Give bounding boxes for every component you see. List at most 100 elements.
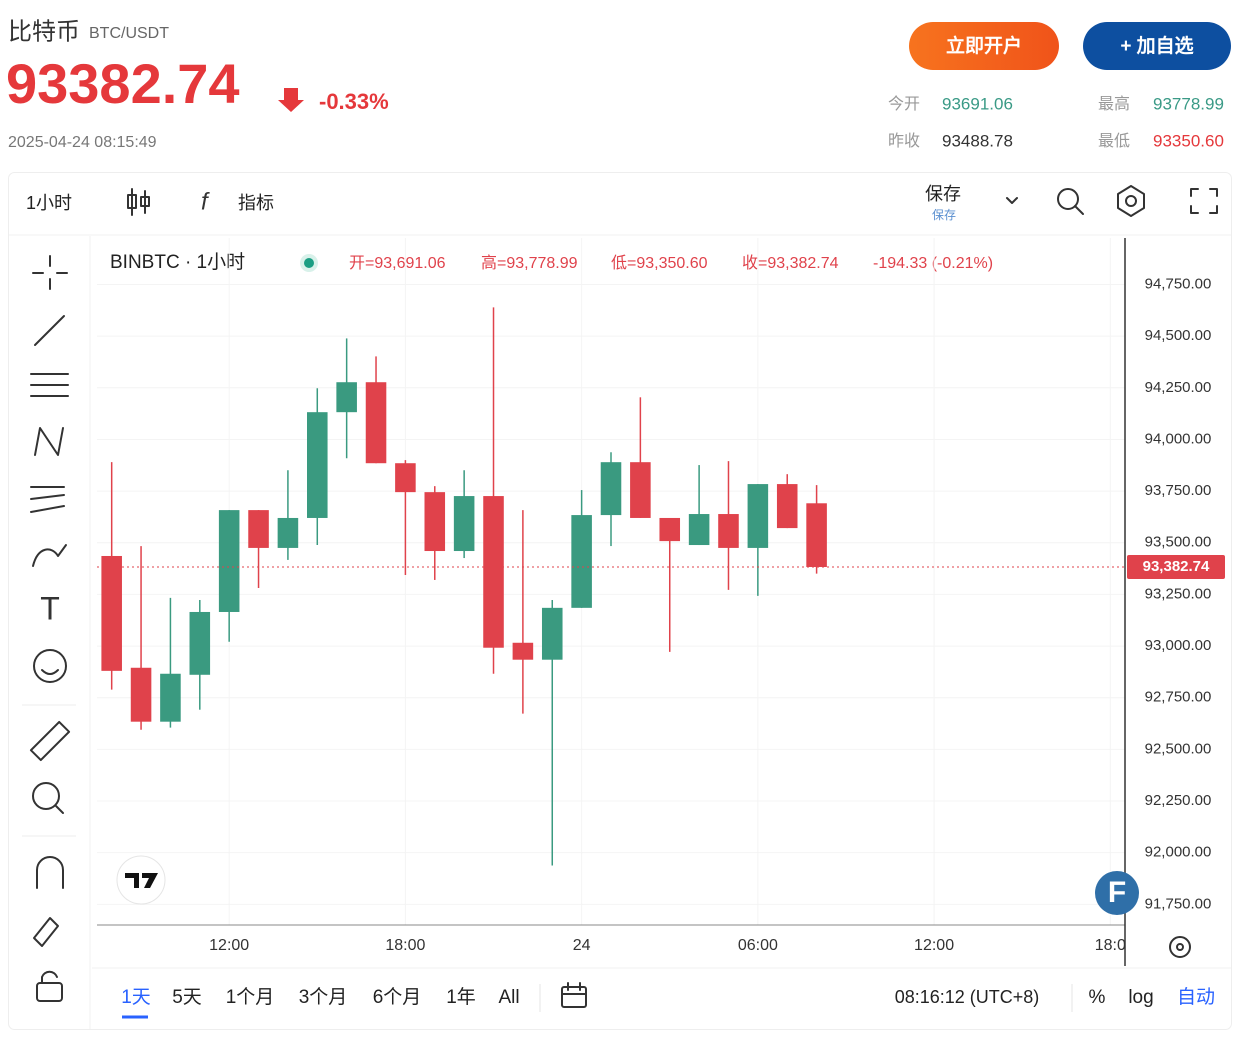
auto-toggle[interactable]: 自动 bbox=[1177, 986, 1215, 1008]
y-tick-label: 94,750.00 bbox=[1145, 275, 1212, 292]
change: -0.33% bbox=[319, 89, 389, 114]
percent-toggle[interactable]: % bbox=[1089, 987, 1106, 1008]
svg-text:T: T bbox=[40, 590, 60, 626]
candle-body bbox=[189, 611, 211, 675]
legend-low: 低=93,350.60 bbox=[611, 254, 708, 272]
stat-label: 今开 bbox=[888, 95, 920, 113]
candle-icon[interactable] bbox=[127, 188, 150, 216]
legend-close: 收=93,382.74 bbox=[742, 254, 839, 272]
candle-body bbox=[659, 517, 681, 542]
clock: 08:16:12 (UTC+8) bbox=[895, 987, 1040, 1007]
stat-value: 93488.78 bbox=[942, 131, 1013, 150]
legend-change: -194.33 (-0.21%) bbox=[873, 255, 993, 272]
range-button[interactable]: 1年 bbox=[446, 986, 476, 1008]
y-tick-label: 93,250.00 bbox=[1145, 585, 1212, 602]
badge bbox=[1095, 871, 1139, 915]
indicators[interactable]: 指标 bbox=[238, 193, 274, 213]
candle-body bbox=[160, 673, 181, 722]
fullscreen-icon[interactable] bbox=[1190, 188, 1218, 214]
coin-name: 比特币 bbox=[8, 18, 80, 45]
stat-label: 最低 bbox=[1098, 132, 1130, 150]
legend-high: 高=93,778.99 bbox=[481, 254, 578, 272]
candle-body bbox=[747, 484, 769, 548]
y-tick-label: 93,750.00 bbox=[1145, 482, 1212, 499]
y-tick-label: 93,500.00 bbox=[1145, 534, 1212, 551]
alert-icon[interactable] bbox=[1057, 188, 1084, 215]
range-button[interactable]: 6个月 bbox=[373, 986, 422, 1008]
stat-value: 93778.99 bbox=[1153, 94, 1224, 113]
candle-body bbox=[277, 517, 299, 548]
stat-value: 93350.60 bbox=[1153, 131, 1224, 150]
watch-label[interactable]: + 加自选 bbox=[1120, 34, 1193, 57]
tv-logo-mark bbox=[125, 873, 158, 888]
candle-body bbox=[395, 463, 416, 493]
candle-body bbox=[248, 510, 269, 548]
x-tick-label: 06:00 bbox=[738, 937, 778, 954]
y-tick-label: 92,250.00 bbox=[1145, 792, 1212, 809]
open-account-button[interactable] bbox=[909, 22, 1059, 70]
x-tick-label: 18:00 bbox=[385, 937, 425, 954]
range-button[interactable]: 1个月 bbox=[226, 986, 275, 1008]
range-button[interactable]: 5天 bbox=[172, 987, 202, 1008]
badge-text: F bbox=[1108, 876, 1126, 909]
down-arrow bbox=[278, 88, 304, 112]
drawing-tools[interactable]: T bbox=[29, 255, 71, 1002]
pair: BTC/USDT bbox=[89, 25, 169, 42]
candle-body bbox=[101, 555, 122, 671]
candle-body bbox=[512, 642, 534, 660]
y-tick-label: 93,000.00 bbox=[1145, 637, 1212, 654]
candle-body bbox=[600, 462, 622, 516]
x-tick-label: 12:00 bbox=[209, 937, 249, 954]
y-tick-label: 92,750.00 bbox=[1145, 689, 1212, 706]
price: 93382.74 bbox=[6, 52, 240, 115]
y-tick-label: 94,000.00 bbox=[1145, 430, 1212, 447]
stat-label: 昨收 bbox=[888, 132, 920, 150]
candle-body bbox=[130, 667, 152, 722]
range-button[interactable]: 3个月 bbox=[299, 986, 348, 1008]
candle-body bbox=[571, 515, 592, 608]
plot bbox=[97, 238, 1125, 925]
x-tick-label: 24 bbox=[573, 937, 591, 954]
candle-body bbox=[336, 382, 357, 413]
y-tick-label: 94,500.00 bbox=[1145, 327, 1212, 344]
range-button[interactable]: 1天 bbox=[121, 987, 151, 1008]
stat-value: 93691.06 bbox=[942, 94, 1013, 113]
x-tick-label: 18:0 bbox=[1095, 937, 1126, 954]
chevron[interactable] bbox=[1006, 197, 1018, 204]
stat-label: 最高 bbox=[1098, 95, 1130, 113]
candle-body bbox=[453, 496, 475, 552]
candle-body bbox=[806, 503, 827, 567]
candle-body bbox=[483, 496, 504, 648]
calendar-icon[interactable] bbox=[561, 982, 587, 1008]
fx-icon[interactable]: f bbox=[201, 188, 210, 215]
save-sub: 保存 bbox=[932, 208, 956, 222]
candle-body bbox=[365, 382, 387, 464]
candle-body bbox=[424, 492, 446, 552]
x-tick-label: 12:00 bbox=[914, 937, 954, 954]
watch-button[interactable] bbox=[1083, 22, 1231, 70]
last-price-label: 93,382.74 bbox=[1143, 558, 1210, 575]
save[interactable]: 保存 bbox=[925, 184, 961, 204]
legend-open: 开=93,691.06 bbox=[349, 255, 446, 272]
y-tick-label: 92,000.00 bbox=[1145, 844, 1212, 861]
last-price-tag bbox=[1127, 554, 1225, 579]
log-toggle[interactable]: log bbox=[1128, 987, 1153, 1008]
range-button[interactable]: All bbox=[498, 987, 519, 1008]
candle-body bbox=[688, 514, 710, 546]
open-account-label[interactable]: 立即开户 bbox=[946, 34, 1022, 57]
axis-settings[interactable] bbox=[1169, 936, 1191, 958]
candle-body bbox=[630, 462, 651, 518]
candle-body bbox=[776, 484, 798, 529]
tv-logo[interactable] bbox=[116, 855, 166, 905]
candle-body bbox=[718, 514, 739, 548]
interval[interactable]: 1小时 bbox=[26, 193, 72, 213]
symbol: BINBTC · 1小时 bbox=[110, 251, 245, 273]
chart-panel bbox=[8, 172, 1232, 1030]
settings-icon[interactable] bbox=[1117, 185, 1145, 217]
status-dot bbox=[304, 258, 314, 268]
y-tick-label: 92,500.00 bbox=[1145, 740, 1212, 757]
candle-body bbox=[541, 607, 563, 660]
y-tick-label: 94,250.00 bbox=[1145, 379, 1212, 396]
y-tick-label: 91,750.00 bbox=[1145, 895, 1212, 912]
